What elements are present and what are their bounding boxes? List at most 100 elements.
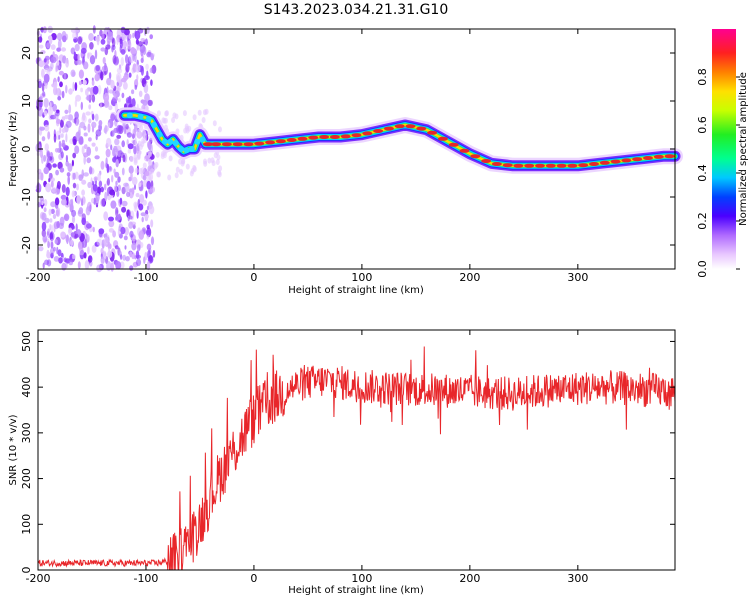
noise-blob [189,170,194,177]
noise-blob [61,90,65,99]
noise-blob [80,47,87,54]
noise-blob [86,146,92,156]
noise-blob [106,187,110,197]
noise-blob [38,36,43,43]
noise-blob [77,53,80,62]
noise-blob [39,100,43,108]
noise-blob [119,254,123,260]
noise-blob [41,136,46,142]
noise-blob [129,251,133,258]
noise-blob [74,82,78,91]
noise-blob [135,64,141,73]
noise-blob [142,162,147,169]
noise-blob [138,150,142,155]
noise-blob [50,180,54,188]
y-tick-label: 400 [20,377,33,398]
noise-blob [185,163,190,170]
noise-blob [56,118,61,124]
noise-blob [83,125,87,131]
y-tick-label: -20 [20,236,33,254]
noise-blob [145,63,149,71]
ridge-peak [232,142,243,147]
noise-blob [128,72,132,78]
ridge-peak [470,154,481,159]
x-tick-label: -100 [133,572,158,585]
noise-blob [117,176,121,183]
noise-blob [120,226,126,235]
snr-series-line [37,346,676,571]
noise-blob [50,56,57,64]
noise-blob [124,227,129,236]
noise-blob [107,122,111,128]
spectrogram-x-ticks: -200 -100 0 100 200 300 [26,29,588,284]
noise-blob [112,55,117,65]
ridge-peak [556,163,567,168]
spectral-ridge [116,107,683,174]
noise-blob [77,36,83,45]
noise-blob [94,73,100,82]
noise-blob [123,235,128,241]
noise-blob [128,33,132,40]
noise-blob [116,67,123,74]
noise-blob [103,236,109,246]
noise-blob [43,73,50,84]
noise-blob [108,220,115,228]
noise-blob [121,92,125,99]
noise-blob [94,49,98,60]
noise-blob [129,265,134,271]
noise-blob [72,172,76,180]
noise-blob [215,159,220,165]
noise-blob [146,243,152,251]
noise-blob [117,184,122,192]
ridge-peak [161,138,168,145]
noise-blob [131,187,135,195]
noise-blob [39,149,44,158]
ridge-peak [416,126,427,131]
noise-blob [68,104,72,114]
noise-blob [137,198,141,208]
noise-blob [146,180,151,190]
noise-blob [42,262,45,269]
noise-blob [192,114,197,121]
noise-blob [96,37,100,46]
noise-blob [87,255,93,263]
noise-blob [59,119,64,128]
noise-blob [98,120,103,126]
noise-blob [204,108,209,115]
noise-blob [114,138,120,146]
noise-blob [40,26,44,34]
noise-blob [85,206,91,216]
noise-blob [149,254,153,262]
noise-blob [61,127,66,134]
ridge-peak [151,122,158,128]
noise-blob [78,80,82,86]
noise-blob [163,117,168,124]
x-tick-label: 200 [459,271,480,284]
ridge-peak [383,126,394,131]
noise-blob [178,158,183,165]
noise-blob [116,37,119,46]
noise-blob [73,51,76,58]
noise-blob [145,190,148,199]
noise-blob [182,110,187,117]
ridge-peak [286,138,297,142]
noise-blob [91,113,95,121]
ridge-peak [308,135,319,140]
noise-blob [125,256,130,262]
noise-blob [43,154,47,162]
noise-blob [65,234,70,243]
colorbar-tick-label: 0.4 [696,164,709,182]
noise-blob [140,99,145,104]
noise-blob [108,72,112,80]
snr-y-ticks: 0 100 200 300 400 500 [20,331,675,574]
noise-blob [140,167,145,174]
noise-blob [62,35,67,43]
noise-blob [100,47,106,52]
noise-blob [134,167,139,174]
noise-blob [52,213,57,220]
noise-blob [100,38,106,45]
noise-blob [75,118,80,125]
noise-blob [150,236,155,246]
noise-blob [38,60,45,68]
